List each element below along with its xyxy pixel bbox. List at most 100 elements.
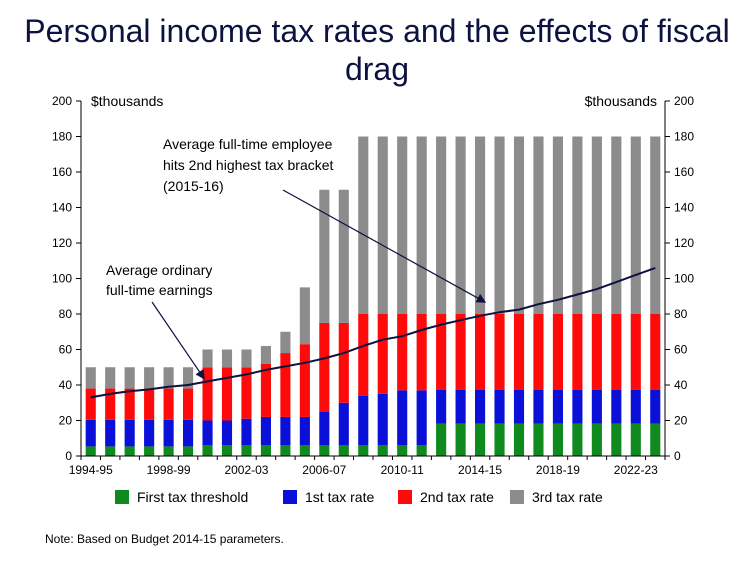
bar-segment bbox=[124, 419, 135, 447]
bar-segment bbox=[591, 136, 602, 314]
legend-item-3rd-tax-rate: 3rd tax rate bbox=[510, 489, 603, 505]
bar-segment bbox=[436, 423, 447, 456]
bar-segment bbox=[358, 395, 369, 446]
bar-segment bbox=[475, 423, 486, 456]
bar-segment bbox=[202, 349, 213, 368]
annotation-text: (2015-16) bbox=[163, 178, 224, 194]
bar-segment bbox=[494, 314, 505, 390]
bar-segment bbox=[591, 314, 602, 390]
bar-segment bbox=[260, 416, 271, 446]
legend-item-first-tax-threshold: First tax threshold bbox=[115, 489, 248, 505]
bar-segment bbox=[202, 367, 213, 421]
legend-item-2nd-tax-rate: 2nd tax rate bbox=[398, 489, 494, 505]
bar-segment bbox=[416, 314, 427, 391]
bar-segment bbox=[124, 388, 135, 420]
annotation-text: hits 2nd highest tax bracket bbox=[163, 157, 334, 173]
bar-segment bbox=[85, 446, 96, 456]
bar-segment bbox=[475, 314, 486, 390]
x-tick-label: 2014-15 bbox=[458, 463, 502, 477]
bar-segment bbox=[436, 389, 447, 424]
bar-segment bbox=[202, 420, 213, 446]
bar-segment bbox=[650, 314, 661, 390]
bar-segment bbox=[241, 349, 252, 368]
bar-segment bbox=[377, 136, 388, 314]
bar-segment bbox=[494, 136, 505, 314]
bar-segment bbox=[475, 389, 486, 424]
bar-segment bbox=[572, 314, 583, 390]
bar-segment bbox=[572, 136, 583, 314]
bar-segment bbox=[611, 423, 622, 456]
bar-segment bbox=[163, 367, 174, 389]
bar-segment bbox=[377, 445, 388, 456]
bar-segment bbox=[241, 445, 252, 456]
annotation-text: full-time earnings bbox=[106, 282, 213, 298]
legend-label: 2nd tax rate bbox=[420, 489, 494, 505]
y-tick-label-left: 120 bbox=[52, 236, 72, 250]
y-tick-label-right: 80 bbox=[674, 307, 688, 321]
legend-swatch bbox=[398, 490, 412, 504]
x-tick-label: 2002-03 bbox=[224, 463, 268, 477]
y-tick-label-right: 0 bbox=[674, 449, 681, 463]
bar-layer bbox=[85, 136, 661, 456]
y-tick-label-left: 140 bbox=[52, 201, 72, 215]
x-tick-label: 2006-07 bbox=[302, 463, 346, 477]
legend-label: 1st tax rate bbox=[305, 489, 375, 505]
y-tick-label-right: 200 bbox=[674, 94, 694, 108]
bar-segment bbox=[377, 314, 388, 394]
bar-segment bbox=[183, 367, 194, 389]
bar-segment bbox=[630, 136, 641, 314]
bar-segment bbox=[221, 445, 233, 456]
bar-segment bbox=[455, 136, 466, 314]
bar-segment bbox=[338, 402, 349, 446]
bar-segment bbox=[260, 345, 271, 364]
y-tick-label-left: 160 bbox=[52, 165, 72, 179]
chart-title: Personal income tax rates and the effect… bbox=[24, 13, 730, 87]
annotation-text: Average ordinary bbox=[106, 262, 212, 278]
bar-segment bbox=[630, 423, 641, 456]
bar-segment bbox=[299, 287, 310, 345]
bar-segment bbox=[105, 446, 116, 456]
bar-segment bbox=[494, 423, 505, 456]
bar-segment bbox=[358, 136, 369, 314]
y-tick-label-right: 100 bbox=[674, 272, 694, 286]
bar-segment bbox=[533, 136, 544, 314]
bar-segment bbox=[280, 353, 291, 417]
bar-segment bbox=[513, 389, 525, 424]
bar-segment bbox=[144, 419, 155, 447]
legend-label: First tax threshold bbox=[137, 489, 249, 505]
bar-segment bbox=[533, 389, 544, 424]
bar-segment bbox=[105, 388, 116, 420]
y-tick-label-left: 0 bbox=[65, 449, 72, 463]
y-tick-label-left: 20 bbox=[59, 414, 73, 428]
bar-segment bbox=[552, 136, 563, 314]
x-tick-label: 1994-95 bbox=[69, 463, 113, 477]
bar-segment bbox=[475, 136, 486, 314]
y-tick-label-left: 40 bbox=[59, 378, 73, 392]
bar-segment bbox=[85, 367, 96, 389]
bar-segment bbox=[377, 393, 388, 446]
legend-item-1st-tax-rate: 1st tax rate bbox=[283, 489, 374, 505]
bar-segment bbox=[552, 423, 563, 456]
bar-segment bbox=[124, 446, 135, 456]
bar-segment bbox=[397, 445, 408, 456]
bar-segment bbox=[611, 389, 622, 424]
bar-segment bbox=[338, 189, 349, 323]
bar-segment bbox=[144, 367, 155, 389]
bar-segment bbox=[260, 445, 271, 456]
legend-swatch bbox=[115, 490, 129, 504]
y-tick-label-right: 140 bbox=[674, 201, 694, 215]
bar-segment bbox=[85, 388, 96, 420]
annotation-arrow bbox=[151, 301, 205, 380]
bar-segment bbox=[299, 416, 310, 446]
y-axis-unit-right: $thousands bbox=[585, 93, 657, 109]
bar-segment bbox=[436, 136, 447, 314]
bar-segment bbox=[202, 445, 213, 456]
bar-segment bbox=[299, 445, 310, 456]
legend-label: 3rd tax rate bbox=[532, 489, 603, 505]
bar-segment bbox=[299, 344, 310, 417]
bar-segment bbox=[163, 446, 174, 456]
bar-segment bbox=[533, 423, 544, 456]
x-tick-label: 2022-23 bbox=[614, 463, 658, 477]
